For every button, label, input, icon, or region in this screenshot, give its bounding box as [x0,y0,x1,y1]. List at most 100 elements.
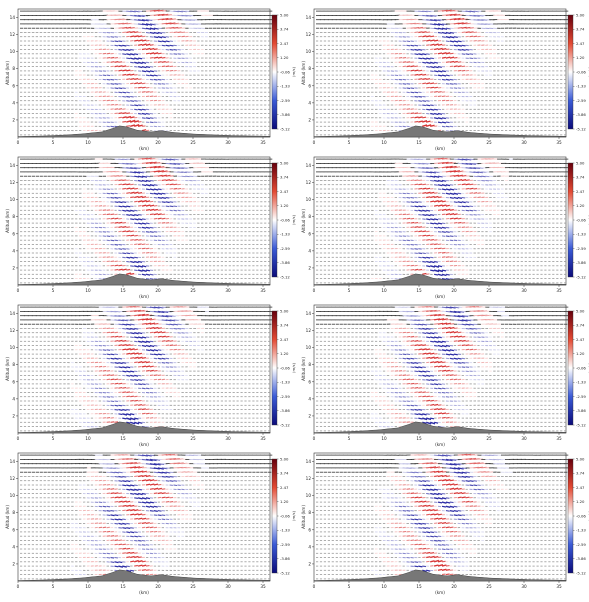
wind-vector [446,122,450,123]
wind-vector [115,58,118,59]
wind-vector [466,50,470,51]
wind-vector [130,36,134,37]
wind-vector [150,58,154,59]
colorbar-tick-label: 5.00 [576,12,585,17]
wind-vector [138,79,142,80]
wind-vector [154,37,158,38]
wind-vector [118,222,122,223]
wind-vector [122,227,126,228]
wind-vector [130,32,135,33]
wind-vector [130,257,134,258]
colorbar-tick-label: -2.59 [576,98,586,103]
wind-vector [126,270,130,271]
wind-vector [118,113,122,114]
wind-vector [418,79,422,80]
x-tick-label: 20 [155,140,161,145]
wind-vector [422,83,426,84]
wind-vector [107,58,111,59]
wind-vector [115,223,119,224]
wind-vector [130,28,135,29]
wind-vector [462,45,466,46]
wind-vector [458,62,462,63]
y-axis-label: Altitud (km) [5,61,10,85]
wind-vector [107,79,111,80]
wind-vector [438,96,442,97]
wind-vector [411,88,415,89]
wind-vector [122,223,126,224]
wind-vector [158,33,162,34]
x-tick-label: 35 [260,140,266,145]
wind-vector [458,70,462,71]
wind-vector [122,231,126,232]
wind-vector [430,36,434,37]
x-tick-label: 20 [451,140,457,145]
wind-vector [407,66,411,67]
wind-vector [422,32,426,33]
wind-vector [450,57,454,58]
wind-vector [142,266,146,267]
y-tick-label: 2 [12,117,15,122]
wind-vector [426,83,430,84]
wind-vector [134,40,138,41]
wind-vector [466,32,470,33]
wind-vector [126,50,130,51]
wind-vector [166,66,170,67]
wind-vector [142,71,146,72]
wind-vector [454,58,458,59]
wind-vector [150,227,154,228]
wind-vector [111,84,115,85]
wind-vector [438,122,442,123]
wind-vector [414,97,418,98]
wind-vector [126,74,130,75]
wind-vector [126,253,130,254]
wind-vector [426,58,430,59]
wind-vector [407,109,411,110]
wind-vector [115,62,119,63]
wind-vector [142,130,146,131]
colorbar-tick-label: -3.86 [576,112,586,117]
wind-vector [111,240,115,241]
wind-vector [450,79,454,80]
wind-vector [138,240,142,241]
wind-vector [122,113,126,114]
wind-vector [154,218,158,219]
wind-vector [454,45,458,46]
wind-vector [403,84,407,85]
wind-vector [403,62,407,63]
wind-vector [426,40,430,41]
wind-vector [170,50,174,51]
wind-vector [130,101,134,102]
wind-vector [146,210,150,211]
wind-vector [162,218,166,219]
wind-vector [118,227,122,228]
wind-vector [146,92,150,93]
wind-vector [138,223,142,224]
y-tick-label: 8 [12,66,15,71]
wind-vector [150,209,154,210]
wind-vector [446,62,450,63]
y-tick-label: 2 [308,117,311,122]
wind-vector [134,83,138,84]
x-tick-label: 30 [225,140,231,145]
wind-vector [134,235,138,236]
wind-vector [407,88,411,89]
wind-vector [162,45,166,46]
x-tick-label: 10 [381,140,387,145]
wind-vector [158,41,162,42]
wind-vector [442,79,446,80]
y-tick-label: 4 [308,100,311,105]
wind-vector [166,45,170,46]
wind-vector [462,54,465,55]
wind-vector [142,62,146,63]
wind-vector [450,84,454,85]
wind-vector [118,70,122,71]
wind-vector [118,88,122,89]
colorbar-label: (m/s) [291,67,296,77]
wind-vector [150,232,154,233]
wind-vector [146,232,150,233]
wind-vector [126,70,130,71]
wind-vector [470,32,474,33]
wind-vector [450,33,454,34]
wind-vector [118,265,122,266]
